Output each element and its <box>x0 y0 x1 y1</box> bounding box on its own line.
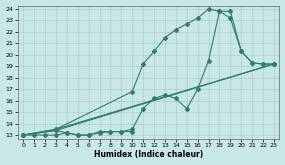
X-axis label: Humidex (Indice chaleur): Humidex (Indice chaleur) <box>94 150 203 159</box>
